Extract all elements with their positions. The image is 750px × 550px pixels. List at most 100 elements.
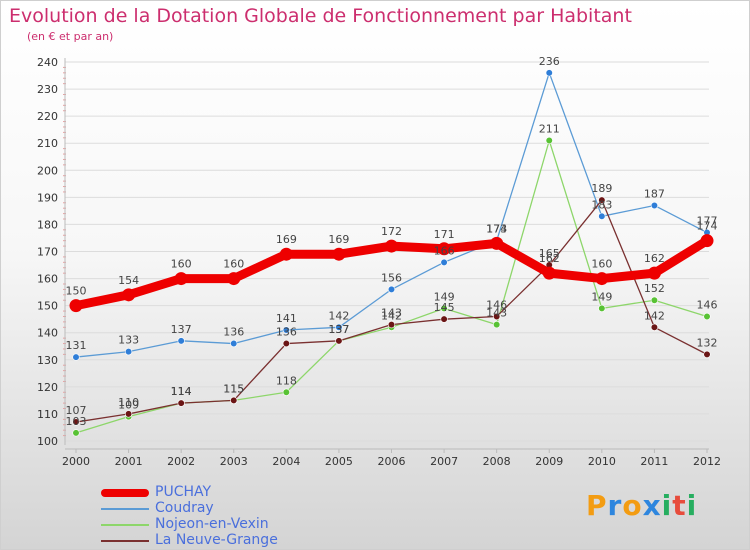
x-tick-label: 2011 xyxy=(640,455,668,468)
legend: PUCHAY Coudray Nojeon-en-Vexin La Neuve-Gra… xyxy=(101,484,361,549)
data-label-coudray: 136 xyxy=(223,326,244,339)
logo-letter: r xyxy=(607,489,623,522)
data-label-coudray: 187 xyxy=(644,187,665,200)
x-tick-label: 2007 xyxy=(430,455,458,468)
x-tick-label: 2003 xyxy=(220,455,248,468)
y-tick-label: 100 xyxy=(37,435,58,448)
y-tick-label: 240 xyxy=(37,56,58,69)
data-point-puchay xyxy=(385,239,398,253)
data-label-puchay: 160 xyxy=(171,258,192,271)
data-label-coudray: 141 xyxy=(276,312,297,325)
data-point-coudray xyxy=(650,201,659,210)
data-point-nojeon-en-vexin xyxy=(598,304,606,312)
data-point-nojeon-en-vexin xyxy=(703,312,711,321)
data-label-coudray: 183 xyxy=(591,198,612,211)
data-label-nojeon-en-vexin: 211 xyxy=(539,123,560,136)
logo-letter: t xyxy=(672,489,687,522)
data-label-nojeon-en-vexin: 114 xyxy=(171,385,192,398)
data-label-nojeon-en-vexin: 118 xyxy=(276,374,297,387)
proxiti-logo: Proxiti xyxy=(586,489,697,522)
data-point-la-neuve-grange xyxy=(124,410,133,418)
y-tick-label: 140 xyxy=(37,327,58,340)
axes: 100 110 120 130 140 150 160 170 180 190 200 210 220 2… xyxy=(37,56,721,468)
x-tick-label: 2005 xyxy=(325,455,353,468)
data-label-puchay: 171 xyxy=(434,228,455,241)
data-label-puchay: 160 xyxy=(591,258,612,271)
data-label-la-neuve-grange: 132 xyxy=(697,336,718,349)
data-label-puchay: 174 xyxy=(697,220,718,233)
data-label-la-neuve-grange: 107 xyxy=(66,404,87,417)
data-point-la-neuve-grange xyxy=(335,337,343,345)
y-tick-label: 220 xyxy=(37,110,58,123)
data-point-coudray xyxy=(72,353,80,361)
x-tick-label: 2012 xyxy=(693,455,721,468)
y-tick-label: 170 xyxy=(37,246,58,259)
x-tick-label: 2004 xyxy=(272,455,300,468)
data-label-la-neuve-grange: 165 xyxy=(539,247,560,260)
data-point-puchay xyxy=(332,247,346,261)
y-tick-label: 120 xyxy=(37,381,58,394)
data-point-nojeon-en-vexin xyxy=(493,320,501,329)
legend-item: PUCHAY xyxy=(101,484,361,501)
legend-label: La Neuve-Grange xyxy=(155,532,278,548)
data-label-puchay: 162 xyxy=(644,252,665,265)
data-point-nojeon-en-vexin xyxy=(282,388,290,396)
x-tick-label: 2010 xyxy=(588,455,616,468)
data-label-la-neuve-grange: 143 xyxy=(381,307,402,320)
data-label-coudray: 137 xyxy=(171,323,192,336)
logo-letter: i xyxy=(686,489,698,522)
data-label-puchay: 162 xyxy=(539,252,560,265)
data-label-coudray: 177 xyxy=(697,215,718,228)
legend-label: Coudray xyxy=(155,500,214,516)
data-label-nojeon-en-vexin: 103 xyxy=(66,415,87,428)
legend-item: Nojeon-en-Vexin xyxy=(101,516,361,533)
data-label-la-neuve-grange: 189 xyxy=(591,182,612,195)
data-label-nojeon-en-vexin: 109 xyxy=(118,399,139,412)
data-label-puchay: 150 xyxy=(66,285,87,298)
data-point-coudray xyxy=(335,323,343,331)
chart-subtitle: (en € et par an) xyxy=(27,30,114,43)
legend-swatch xyxy=(101,524,149,526)
data-point-coudray xyxy=(177,337,185,345)
data-point-puchay xyxy=(69,299,83,313)
data-point-nojeon-en-vexin xyxy=(545,136,553,145)
data-label-la-neuve-grange: 145 xyxy=(434,301,455,314)
data-label-nojeon-en-vexin: 152 xyxy=(644,282,665,295)
legend-swatch xyxy=(101,540,149,542)
y-tick-label: 110 xyxy=(37,408,58,421)
data-point-puchay xyxy=(227,272,241,286)
data-label-nojeon-en-vexin: 143 xyxy=(486,307,507,320)
logo-letter: i xyxy=(661,489,673,522)
data-label-puchay: 169 xyxy=(276,233,297,246)
y-tick-label: 190 xyxy=(37,191,58,204)
legend-item: Coudray xyxy=(101,500,361,517)
data-point-puchay xyxy=(595,272,609,286)
grid-lines xyxy=(65,61,709,442)
data-label-la-neuve-grange: 114 xyxy=(171,385,192,398)
data-point-puchay xyxy=(279,247,293,261)
data-label-la-neuve-grange: 142 xyxy=(644,309,665,322)
data-point-coudray xyxy=(598,212,606,220)
data-point-la-neuve-grange xyxy=(650,323,659,331)
data-point-la-neuve-grange xyxy=(598,196,606,204)
legend-label: PUCHAY xyxy=(155,484,212,500)
data-label-nojeon-en-vexin: 149 xyxy=(591,290,612,303)
data-label-coudray: 142 xyxy=(328,309,349,322)
data-point-coudray xyxy=(545,69,553,77)
data-point-la-neuve-grange xyxy=(177,399,185,407)
data-label-puchay: 172 xyxy=(381,225,402,238)
data-point-la-neuve-grange xyxy=(230,396,238,404)
series-layer xyxy=(69,69,714,437)
data-point-la-neuve-grange xyxy=(493,312,501,321)
data-label-puchay: 173 xyxy=(486,222,507,235)
data-label-coudray: 166 xyxy=(434,244,455,257)
y-tick-label: 160 xyxy=(37,273,58,286)
data-point-puchay xyxy=(437,242,451,256)
data-label-la-neuve-grange: 146 xyxy=(486,298,507,311)
y-tick-label: 200 xyxy=(37,164,58,177)
data-point-puchay xyxy=(542,266,556,280)
logo-letter: P xyxy=(586,489,608,522)
